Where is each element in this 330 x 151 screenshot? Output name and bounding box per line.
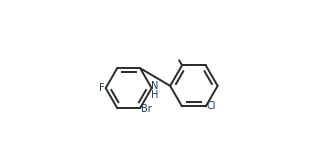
Text: Cl: Cl [207, 101, 216, 111]
Text: N
H: N H [151, 81, 158, 100]
Text: Br: Br [141, 104, 152, 114]
Text: F: F [99, 83, 104, 93]
